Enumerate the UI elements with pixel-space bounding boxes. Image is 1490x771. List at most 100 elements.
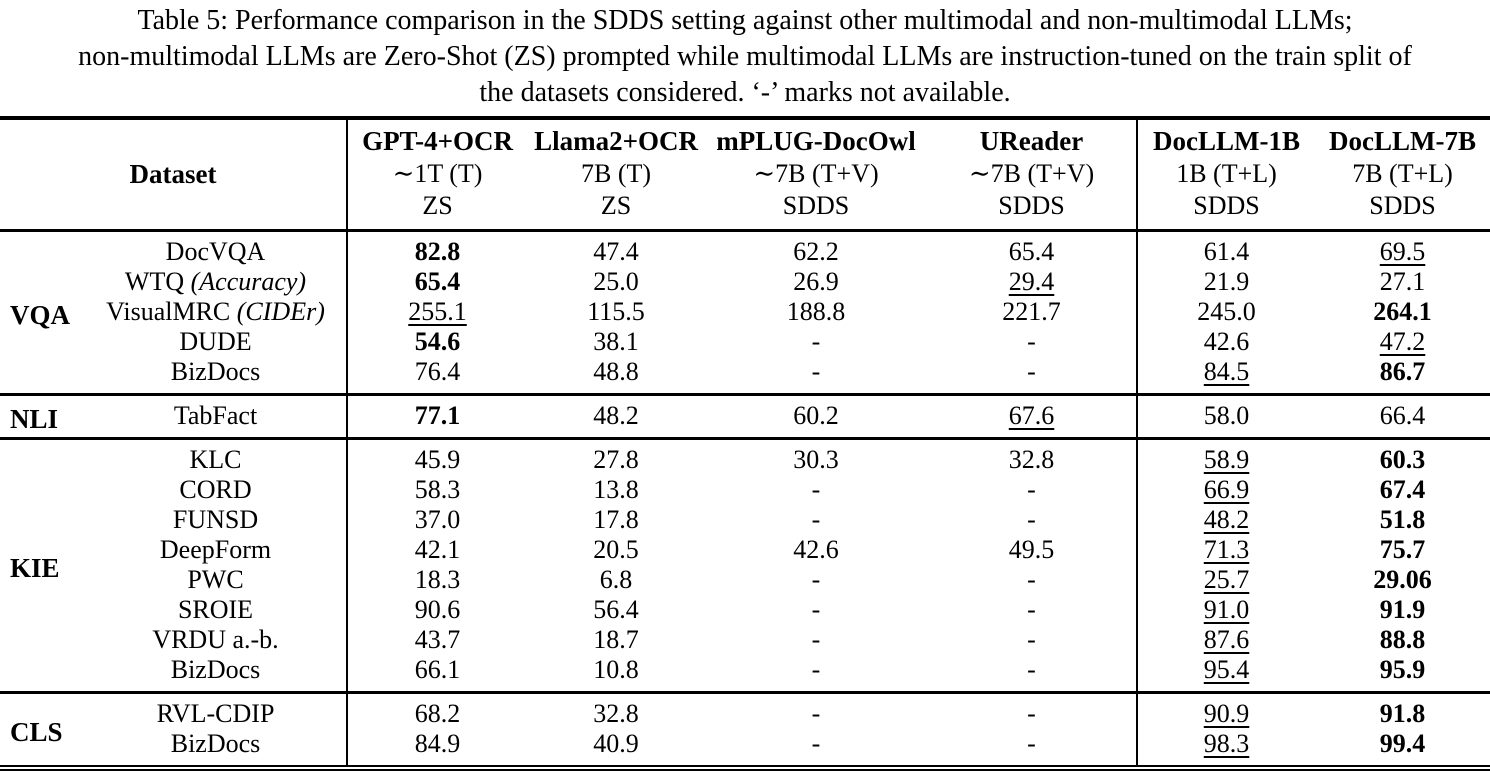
dataset-label: KLC	[189, 445, 242, 474]
value-cell: 88.8	[1379, 625, 1426, 654]
model-setting: ZS	[600, 191, 632, 220]
value-cell: 90.9	[1136, 692, 1316, 729]
value-cell: 62.2	[793, 237, 839, 266]
model-name: DocLLM-7B	[1329, 126, 1476, 156]
table-row: CORD 58.3 13.8 - - 66.9 67.4	[0, 475, 1490, 505]
value-cell: 95.9	[1379, 655, 1426, 684]
model-name: Llama2+OCR	[534, 126, 698, 156]
dataset-name: DeepForm	[85, 535, 347, 565]
model-name: DocLLM-1B	[1153, 126, 1300, 156]
value-cell: 98.3	[1136, 729, 1316, 768]
value-cell: 60.3	[1379, 445, 1426, 474]
table-row: VRDU a.-b. 43.7 18.7 - - 87.6 88.8	[0, 625, 1490, 655]
value-cell: 255.1	[346, 297, 528, 327]
table-row: NLI TabFact 77.1 48.2 60.2 67.6 58.0 66.4	[0, 394, 1490, 439]
value-cell: 42.6	[1136, 327, 1316, 357]
value-cell: -	[811, 565, 821, 594]
table-row: DUDE 54.6 38.1 - - 42.6 47.2	[0, 327, 1490, 357]
value-cell: 60.2	[793, 401, 839, 430]
value-cell: 18.3	[346, 565, 528, 595]
value-cell: -	[811, 327, 821, 356]
value-cell: 264.1	[1373, 297, 1432, 326]
dataset-column-header: Dataset	[129, 159, 217, 189]
value-cell: 115.5	[587, 297, 645, 326]
model-params: ∼1T (T)	[392, 159, 483, 188]
value-cell: 30.3	[793, 445, 839, 474]
value-cell: 61.4	[1136, 230, 1316, 267]
value-cell: 32.8	[1008, 445, 1055, 474]
value-cell: 40.9	[593, 729, 639, 758]
value-cell: 27.1	[1379, 267, 1426, 296]
dataset-label: RVL-CDIP	[156, 699, 275, 728]
table-row: FUNSD 37.0 17.8 - - 48.2 51.8	[0, 505, 1490, 535]
value-cell: 48.8	[593, 357, 639, 386]
value-cell: 221.7	[1002, 297, 1061, 326]
value-cell: 99.4	[1379, 729, 1426, 758]
value-cell: 29.4	[1008, 267, 1055, 296]
dataset-label: TabFact	[173, 401, 258, 430]
value-cell: -	[811, 357, 821, 386]
table-row: VisualMRC (CIDEr) 255.1 115.5 188.8 221.7 245…	[0, 297, 1490, 327]
model-setting: ZS	[422, 191, 453, 220]
value-cell: 68.2	[346, 692, 528, 729]
value-cell: 75.7	[1379, 535, 1426, 564]
value-cell: -	[811, 595, 821, 624]
dataset-name: VRDU a.-b.	[85, 625, 347, 655]
dataset-name: PWC	[85, 565, 347, 595]
value-cell: 82.8	[346, 230, 528, 267]
value-cell: 66.4	[1379, 401, 1426, 430]
value-cell: 71.3	[1136, 535, 1316, 565]
group-label: NLI	[10, 403, 59, 434]
table-row: VQA DocVQA 82.8 47.4 62.2 65.4 61.4 69.5	[0, 230, 1490, 330]
dataset-name: SROIE	[85, 595, 347, 625]
model-name: mPLUG-DocOwl	[716, 126, 916, 156]
model-name: UReader	[979, 126, 1084, 156]
caption-line-3: the datasets considered. ‘-’ marks not a…	[479, 77, 1011, 108]
dataset-name: FUNSD	[85, 505, 347, 535]
section-kie: KIE KLC 45.9 27.8 30.3 32.8 58.9 60.3 CORD 58.3 13…	[0, 438, 1490, 693]
table-row: BizDocs 66.1 10.8 - - 95.4 95.9	[0, 655, 1490, 693]
model-column-header: GPT-4+OCR ∼1T (T) ZS	[346, 118, 528, 231]
value-cell: 84.5	[1136, 357, 1316, 395]
value-cell: 17.8	[593, 505, 639, 534]
dataset-name: DocVQA	[85, 231, 347, 268]
dataset-label: DeepForm	[159, 535, 272, 564]
value-cell: 51.8	[1379, 505, 1426, 534]
model-params: 7B (T+L)	[1352, 159, 1453, 188]
value-cell: -	[1027, 729, 1036, 758]
value-cell: 67.4	[1379, 475, 1426, 504]
table-row: DeepForm 42.1 20.5 42.6 49.5 71.3 75.7	[0, 535, 1490, 565]
dataset-label: BizDocs	[170, 655, 261, 684]
value-cell: 86.7	[1379, 357, 1426, 386]
dataset-name: WTQ (Accuracy)	[85, 267, 347, 297]
group-label: VQA	[10, 299, 70, 330]
value-cell: -	[1027, 565, 1036, 594]
value-cell: 43.7	[346, 625, 528, 655]
value-cell: -	[1027, 595, 1036, 624]
model-column-header: Llama2+OCR 7B (T) ZS	[527, 118, 705, 231]
value-cell: 21.9	[1136, 267, 1316, 297]
dataset-name: DUDE	[85, 327, 347, 357]
section-nli: NLI TabFact 77.1 48.2 60.2 67.6 58.0 66.4	[0, 394, 1490, 439]
value-cell: 47.2	[1379, 327, 1426, 356]
model-setting: SDDS	[782, 191, 850, 220]
value-cell: -	[1027, 505, 1036, 534]
value-cell: 65.4	[1008, 237, 1055, 266]
dataset-label: WTQ	[124, 267, 185, 296]
model-params: 7B (T)	[580, 159, 652, 188]
table-row: PWC 18.3 6.8 - - 25.7 29.06	[0, 565, 1490, 595]
dataset-name: RVL-CDIP	[85, 693, 347, 730]
value-cell: 91.8	[1379, 699, 1426, 728]
value-cell: 42.6	[793, 535, 839, 564]
section-cls: CLS RVL-CDIP 68.2 32.8- -90.9 91.8 BizDocs 84.9…	[0, 692, 1490, 768]
value-cell: 29.06	[1373, 565, 1432, 594]
value-cell: 91.0	[1136, 595, 1316, 625]
value-cell: 48.2	[1136, 505, 1316, 535]
value-cell: 10.8	[593, 655, 639, 684]
dataset-label: BizDocs	[170, 729, 261, 758]
dataset-name: BizDocs	[85, 357, 347, 395]
dataset-label: SROIE	[177, 595, 254, 624]
group-label: CLS	[10, 716, 63, 747]
value-cell: 67.6	[1008, 401, 1055, 430]
